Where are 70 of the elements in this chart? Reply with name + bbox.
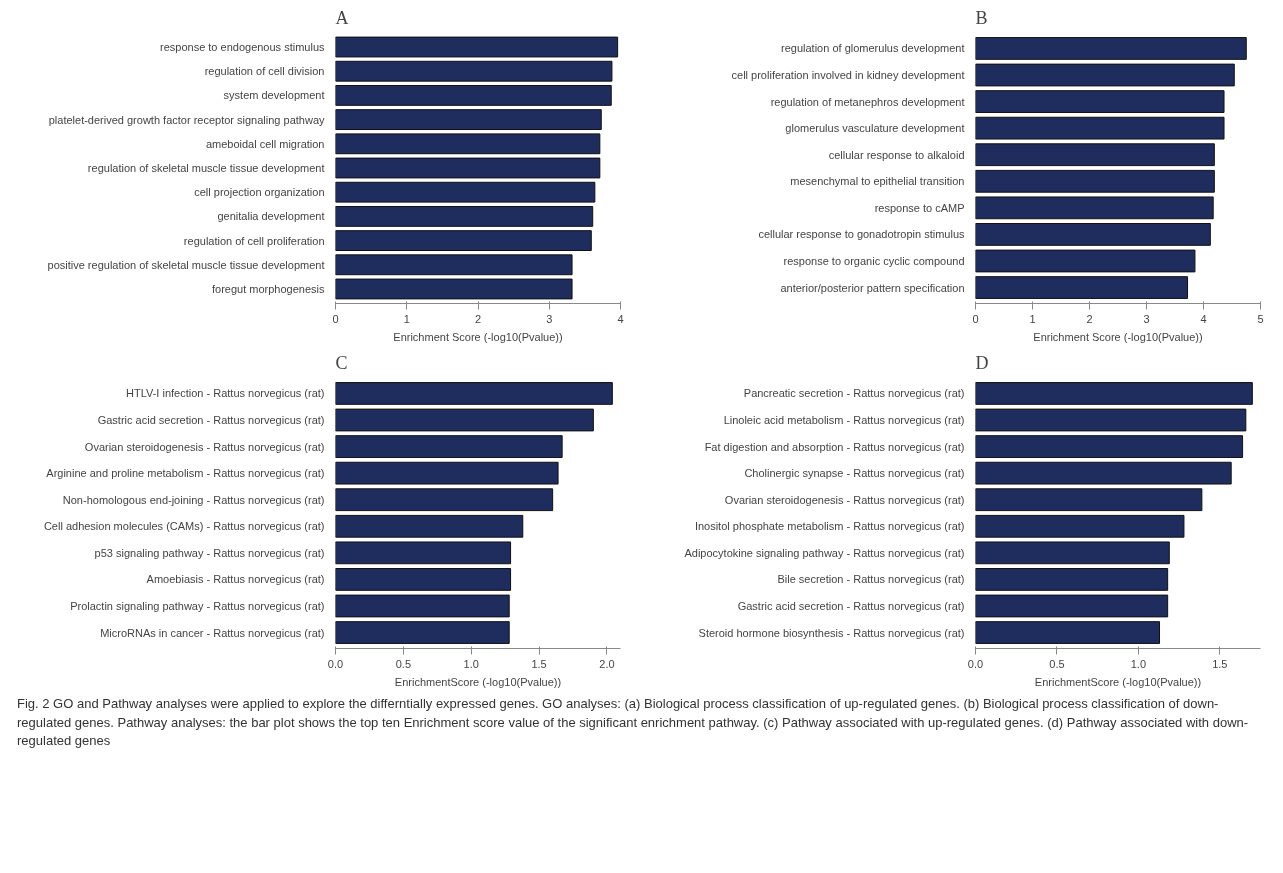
y-tick-label: Inositol phosphate metabolism - Rattus norvegicus (rat) [694, 520, 965, 533]
y-tick-label: Non-homologous end-joining - Rattus norvegicus (rat) [62, 493, 325, 506]
x-axis-title: EnrichmentScore (-log10(Pvalue)) [1034, 675, 1202, 688]
chart-title: C [335, 352, 348, 373]
y-tick-label: anterior/posterior pattern specification [780, 281, 965, 294]
x-tick-label: 1.0 [463, 657, 479, 670]
y-tick-label: ameboidal cell migration [205, 137, 325, 150]
x-tick-label: 0.0 [967, 657, 984, 670]
y-tick-label: response to cAMP [874, 201, 965, 214]
chart-title: D [975, 352, 989, 373]
x-tick-label: 1.5 [531, 657, 547, 670]
x-tick-label: 1 [403, 312, 410, 325]
y-tick-label: cellular response to gonadotropin stimulus [758, 228, 965, 241]
y-tick-label: Prolactin signaling pathway - Rattus norvegicus (rat) [70, 599, 325, 612]
y-tick-label: regulation of skeletal muscle tissue development [87, 162, 325, 174]
y-tick-label: foregut morphogenesis [211, 282, 325, 295]
y-tick-label: Linoleic acid metabolism - Rattus norvegicus (rat) [723, 414, 965, 427]
x-tick-label: 0.5 [1049, 657, 1065, 670]
y-tick-label: HTLV-I infection - Rattus norvegicus (rat) [126, 387, 325, 400]
y-tick-label: Amoebiasis - Rattus norvegicus (rat) [146, 573, 325, 586]
y-tick-label: cellular response to alkaloid [828, 148, 965, 161]
x-tick-label: 3 [1143, 312, 1150, 325]
y-tick-label: Bile secretion - Rattus norvegicus (rat) [777, 573, 965, 586]
x-tick-label: 4 [1200, 312, 1207, 325]
y-tick-label: response to organic cyclic compound [783, 254, 965, 267]
y-tick-label: system development [223, 89, 325, 102]
y-tick-label: MicroRNAs in cancer - Rattus norvegicus (rat) [100, 626, 325, 639]
y-tick-label: Steroid hormone biosynthesis - Rattus norvegicus (rat) [698, 626, 965, 639]
x-tick-label: 0 [972, 312, 979, 325]
y-tick-label: response to endogenous stimulus [160, 41, 325, 54]
x-tick-label: 1 [1029, 312, 1036, 325]
x-tick-label: 0.0 [327, 657, 344, 670]
x-tick-label: 3 [546, 312, 553, 325]
y-tick-label: Ovarian steroidogenesis - Rattus norvegicus (rat) [84, 440, 325, 453]
y-tick-label: Fat digestion and absorption - Rattus norvegicus (rat) [704, 440, 965, 453]
y-tick-label: Adipocytokine signaling pathway - Rattus norvegicus (rat) [684, 546, 965, 559]
x-tick-label: 1.0 [1130, 657, 1147, 670]
y-tick-label: Gastric acid secretion - Rattus norvegicus (rat) [737, 599, 965, 612]
x-tick-label: 0.5 [395, 657, 412, 670]
y-tick-label: glomerulus vasculature development [785, 122, 965, 135]
x-tick-label: 5 [1257, 312, 1264, 325]
x-tick-label: 2 [1086, 312, 1093, 325]
x-tick-label: 2 [474, 312, 482, 325]
y-tick-label: regulation of cell proliferation [183, 234, 325, 247]
y-tick-label: p53 signaling pathway - Rattus norvegicus (rat) [94, 546, 325, 559]
x-axis-title: EnrichmentScore (-log10(Pvalue)) [394, 675, 562, 688]
y-tick-label: regulation of cell division [204, 65, 325, 78]
y-tick-label: Ovarian steroidogenesis - Rattus norvegicus (rat) [724, 493, 965, 506]
y-tick-label: Pancreatic secretion - Rattus norvegicus (rat) [743, 387, 965, 400]
y-tick-label: platelet-derived growth factor receptor signaling pathway [48, 113, 325, 126]
y-tick-label: positive regulation of skeletal muscle tissue development [47, 258, 325, 271]
chart-title: B [975, 7, 988, 28]
y-tick-label: mesenchymal to epithelial transition [790, 175, 965, 188]
caption: Fig. 2 GO and Pathway analyses were applied to explore the differntially expressed genes. GO analyses: (a) Biological process classification of up-regulated genes. (b) Biological process classification of down-regulated genes. Pathway analyses: the bar plot shows the top ten Enrichment score value of the significant enrichment pathway. (c) Pathway associated with up-regulated genes. (d) Pathway associated with down-regulated genes [16, 695, 1250, 751]
x-axis-title: Enrichment Score (-log10(Pvalue)) [393, 330, 563, 343]
x-tick-label: 4 [617, 312, 624, 325]
y-tick-label: Cell adhesion molecules (CAMs) - Rattus norvegicus (rat) [43, 520, 325, 533]
y-tick-label: regulation of glomerulus development [781, 42, 965, 55]
y-tick-label: Gastric acid secretion - Rattus norvegicus (rat) [97, 414, 325, 427]
y-tick-label: Arginine and proline metabolism - Rattus norvegicus (rat) [46, 467, 325, 480]
y-tick-label: genitalia development [217, 210, 325, 223]
y-tick-label: Cholinergic synapse - Rattus norvegicus (rat) [744, 467, 965, 480]
y-tick-label: cell projection organization [194, 186, 325, 199]
x-tick-label: 2.0 [599, 657, 615, 670]
x-axis-title: Enrichment Score (-log10(Pvalue)) [1033, 330, 1203, 343]
chart-title: A [335, 7, 349, 28]
y-tick-label: cell proliferation involved in kidney development [731, 69, 965, 82]
x-tick-label: 0 [332, 312, 339, 325]
y-tick-label: regulation of metanephros development [770, 95, 965, 108]
x-tick-label: 1.5 [1212, 657, 1228, 670]
